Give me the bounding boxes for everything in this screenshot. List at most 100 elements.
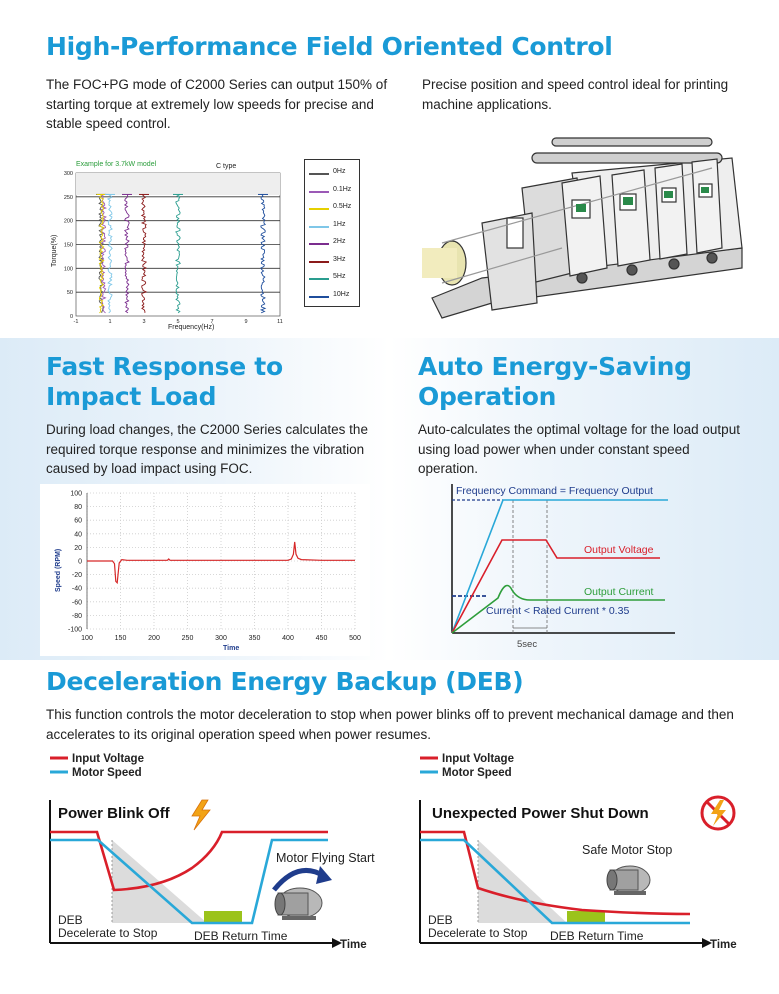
speed-chart-bg: [40, 484, 370, 656]
legend-item: 0Hz: [309, 168, 359, 180]
decel-shade: [478, 840, 567, 923]
torque-xtick: 9: [244, 319, 247, 325]
speed-xtick: 500: [349, 635, 361, 642]
legend-label: 3Hz: [333, 255, 346, 263]
speed-ylabel: Speed (RPM): [55, 549, 62, 592]
speed-xtick: 200: [148, 635, 160, 642]
speed-ytick: 80: [74, 504, 82, 511]
legend-swatch: [309, 225, 329, 228]
energy-title-line1: Auto Energy-Saving: [418, 352, 692, 381]
torque-ytick: 50: [67, 290, 73, 296]
torque-trace-10Hz: [259, 194, 267, 314]
lightning-icon: [191, 799, 211, 831]
torque-trace-0.1Hz: [100, 194, 107, 314]
speed-series-line: [87, 541, 355, 585]
left-decel-label: Decelerate to Stop: [58, 926, 158, 940]
input-voltage-line: [420, 830, 691, 916]
motor-speed-line: [420, 838, 690, 925]
speed-xtick: 400: [282, 635, 294, 642]
right-decel-label: Decelerate to Stop: [428, 926, 528, 940]
impact-title-line1: Fast Response to: [46, 352, 283, 381]
torque-legend: 0Hz 0.1Hz 0.5Hz 1Hz 2Hz 3Hz 5Hz 10Hz: [304, 159, 360, 307]
torque-frequency-chart: Example for 3.7kW model C type 300 250 200…: [51, 161, 283, 331]
shutdown-title: Unexpected Power Shut Down: [432, 805, 649, 822]
speed-ytick: 100: [70, 491, 82, 498]
frequency-line: [451, 499, 668, 634]
motor-icon: [274, 887, 323, 920]
left-deb-label: DEB: [58, 913, 83, 927]
rated-label: Current < Rated Current * 0.35: [486, 605, 629, 617]
motor-speed-line: [50, 838, 328, 925]
torque-xtick: -1: [74, 319, 79, 325]
legend-swatch: [309, 190, 329, 193]
torque-ytick: 100: [64, 266, 73, 272]
voltage-label: Output Voltage: [584, 544, 654, 556]
speed-xtick: 150: [115, 635, 127, 642]
right-return-label: DEB Return Time: [550, 929, 644, 943]
torque-ytick: 300: [64, 171, 73, 177]
speed-ytick: 60: [74, 518, 82, 525]
legend-speed-label: Motor Speed: [442, 767, 512, 779]
legend-swatch: [309, 260, 329, 263]
deb-return-bar: [204, 911, 242, 922]
legend-label: 2Hz: [333, 238, 346, 245]
decel-shade: [112, 840, 207, 923]
power-blink-title: Power Blink Off: [58, 805, 171, 822]
deb-shutdown-diagram: Input Voltage Motor Speed Unexpected Pow…: [419, 753, 737, 951]
speed-ytick: 40: [74, 531, 82, 538]
deb-power-blink-diagram: Input Voltage Motor Speed Power Blink Of…: [49, 753, 375, 951]
torque-trace-3Hz: [140, 194, 148, 313]
time-label: 5sec: [517, 639, 537, 650]
legend-label: 0Hz: [333, 168, 346, 175]
energy-text: Auto-calculates the optimal voltage for …: [418, 422, 740, 476]
chart-note: Example for 3.7kW model: [76, 161, 157, 168]
torque-ytick: 150: [64, 243, 73, 249]
legend-label: 0.5Hz: [333, 203, 352, 210]
speed-xtick: 100: [81, 635, 93, 642]
freq-label: Frequency Command = Frequency Output: [456, 485, 653, 497]
deb-return-bar: [567, 911, 605, 922]
speed-ytick: -40: [72, 586, 82, 593]
legend-item: 0.5Hz: [309, 203, 359, 215]
speed-xtick: 250: [182, 635, 194, 642]
chart-type-label: C type: [216, 163, 236, 170]
speed-xlabel: Time: [223, 645, 239, 652]
energy-title-line2: Operation: [418, 382, 557, 411]
legend-item: 10Hz: [309, 291, 359, 303]
flying-start-arrow-icon: [272, 867, 326, 892]
legend-swatch: [309, 295, 329, 298]
torque-xtick: 1: [108, 319, 111, 325]
flying-start-label: Motor Flying Start: [276, 851, 375, 865]
legend-label: 5Hz: [333, 273, 346, 280]
torque-xtick: 3: [142, 319, 145, 325]
torque-xlabel: Frequency(Hz): [168, 324, 214, 331]
speed-xtick: 450: [316, 635, 328, 642]
plot-top-band: [76, 173, 280, 195]
torque-ytick: 0: [70, 314, 73, 320]
right-time-label: Time: [710, 939, 737, 951]
torque-xtick: 11: [277, 319, 283, 325]
torque-ylabel: Torque(%): [51, 235, 58, 267]
impact-text: During load changes, the C2000 Series ca…: [46, 422, 368, 476]
torque-trace-2Hz: [123, 194, 130, 314]
speed-xtick: 350: [249, 635, 261, 642]
legend-label: 10Hz: [333, 290, 350, 298]
no-power-icon: [700, 795, 736, 831]
time-arrow-head: [332, 938, 342, 948]
speed-xtick: 300: [215, 635, 227, 642]
legend-speed-label: Motor Speed: [72, 767, 142, 779]
deb-text: This function controls the motor deceler…: [46, 707, 734, 742]
legend-item: 0.1Hz: [309, 186, 359, 198]
legend-voltage-label: Input Voltage: [442, 753, 514, 765]
speed-ytick: -20: [72, 572, 82, 579]
voltage-line: [451, 539, 660, 634]
motor-icon: [606, 865, 651, 895]
torque-trace-5Hz: [174, 194, 181, 314]
legend-item: 5Hz: [309, 273, 359, 285]
legend-item: 1Hz: [309, 221, 359, 233]
speed-ytick: -80: [72, 613, 82, 620]
legend-label: 1Hz: [333, 220, 346, 228]
left-time-label: Time: [340, 939, 367, 951]
right-deb-label: DEB: [428, 913, 453, 927]
